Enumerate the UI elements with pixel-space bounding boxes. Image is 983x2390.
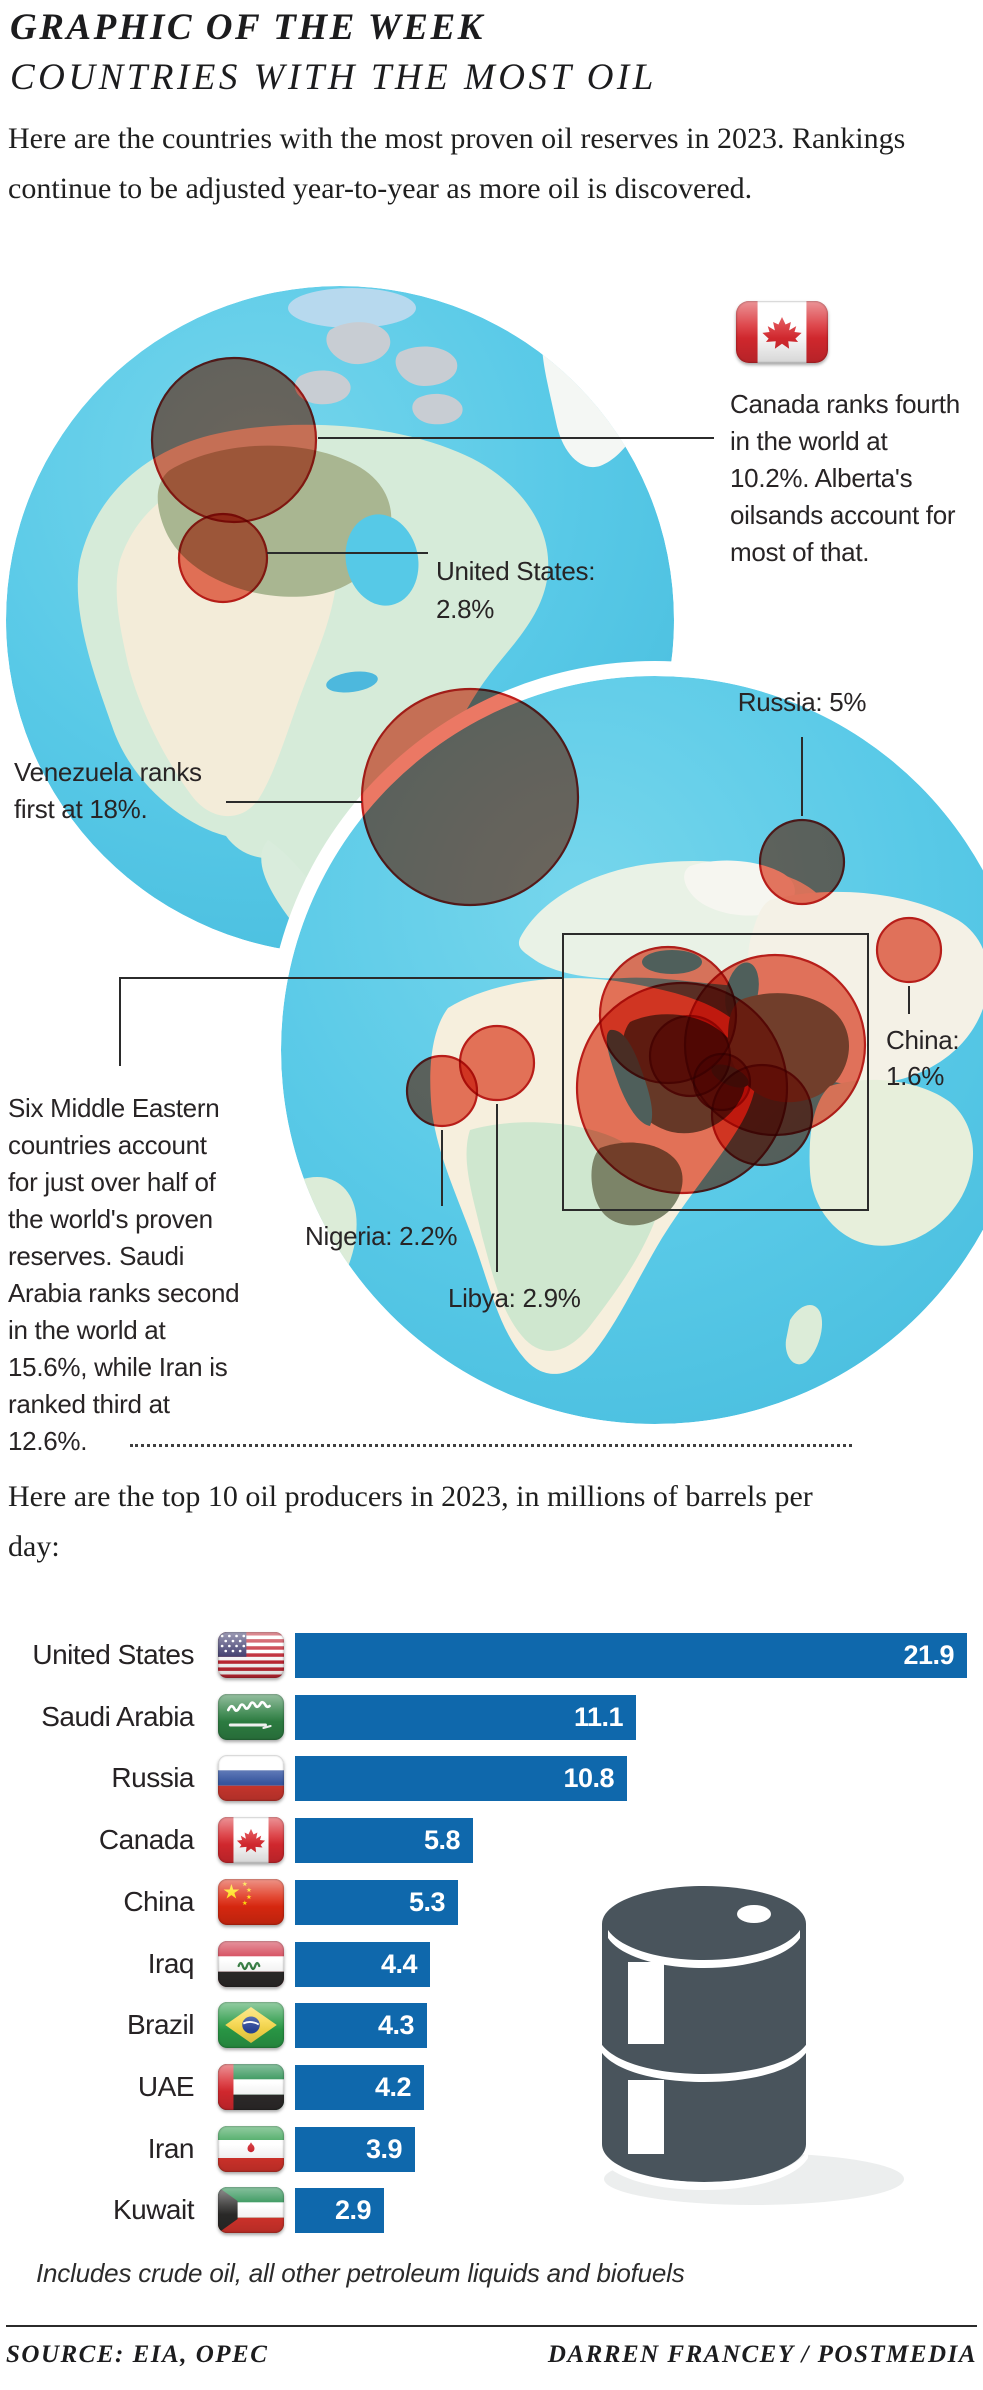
intro-paragraph: Here are the countries with the most pro… xyxy=(8,122,906,205)
middle-east-box xyxy=(562,933,869,1211)
china-flag-icon xyxy=(217,1879,284,1925)
producer-country-label: China xyxy=(123,1886,194,1917)
producer-value-label: 4.2 xyxy=(374,2071,412,2102)
producer-value-label: 11.1 xyxy=(573,1701,624,1732)
bubble-uae xyxy=(710,1063,814,1167)
kuwait-flag-icon xyxy=(217,2187,284,2233)
producer-bar: 5.3 xyxy=(295,1879,458,1925)
united-states-annotation: United States: 2.8% xyxy=(436,556,596,624)
venezuela-annotation: Venezuela ranks first at 18%. xyxy=(14,757,202,824)
middle-east-annotation: Six Middle Eastern countries account for… xyxy=(8,1093,240,1456)
producer-country-label: Canada xyxy=(98,1824,195,1855)
footer-rule xyxy=(6,2325,977,2327)
producer-country-label: Brazil xyxy=(126,2009,195,2040)
producer-value-label: 4.3 xyxy=(377,2009,415,2040)
bubble-china xyxy=(875,916,943,984)
producer-row: Russia 10.8 xyxy=(0,1753,983,1803)
bubble-united-states xyxy=(177,512,269,604)
canada-flag-icon xyxy=(736,301,828,363)
producer-country-label: Kuwait xyxy=(112,2194,195,2225)
canada-flag-icon xyxy=(217,1817,284,1863)
producer-country-label: Russia xyxy=(111,1762,194,1793)
producer-value-label: 3.9 xyxy=(365,2133,403,2164)
producer-country-label: United States xyxy=(32,1639,194,1670)
producer-value-label: 21.9 xyxy=(903,1639,954,1670)
bubble-canada xyxy=(150,356,318,524)
producer-country-label: UAE xyxy=(137,2071,195,2102)
producer-country-label: Iran xyxy=(147,2133,195,2164)
kicker: GRAPHIC OF THE WEEK xyxy=(10,7,485,48)
producer-bar: 11.1 xyxy=(295,1694,636,1740)
producer-bar: 5.8 xyxy=(295,1817,473,1863)
bubble-russia xyxy=(758,818,846,906)
bubble-venezuela xyxy=(360,687,580,907)
producer-bar: 4.3 xyxy=(295,2002,427,2048)
producer-bar: 2.9 xyxy=(295,2187,384,2233)
dotted-divider xyxy=(130,1444,852,1447)
iran-flag-icon xyxy=(217,2126,284,2172)
producer-row: Brazil 4.3 xyxy=(0,2000,983,2050)
reserve-bubbles xyxy=(150,356,943,1195)
producer-value-label: 4.4 xyxy=(380,1948,418,1979)
producer-row: UAE 4.2 xyxy=(0,2062,983,2112)
china-annotation: China: 1.6% xyxy=(886,1025,960,1091)
canada-annotation: Canada ranks fourth in the world at 10.2… xyxy=(730,389,960,567)
producer-bar: 3.9 xyxy=(295,2126,415,2172)
uae-flag-icon xyxy=(217,2064,284,2110)
producer-value-label: 2.9 xyxy=(334,2194,372,2225)
saudi-arabia-flag-icon xyxy=(217,1694,284,1740)
libya-annotation: Libya: 2.9% xyxy=(448,1283,581,1313)
producer-bar: 21.9 xyxy=(295,1632,967,1678)
producer-bar: 4.4 xyxy=(295,1941,430,1987)
producer-row: United States 21.9 xyxy=(0,1630,983,1680)
us-flag-icon xyxy=(217,1632,284,1678)
oil-barrel-icon xyxy=(600,1886,904,2205)
producer-country-label: Iraq xyxy=(147,1948,195,1979)
leader-lines xyxy=(119,437,910,1272)
russia-flag-icon xyxy=(217,1755,284,1801)
producer-row: Iran 3.9 xyxy=(0,2124,983,2174)
producer-bar: 10.8 xyxy=(295,1755,627,1801)
producer-value-label: 5.8 xyxy=(423,1824,461,1855)
producers-heading: Here are the top 10 oil producers in 202… xyxy=(8,1480,813,1563)
bubble-libya xyxy=(458,1024,536,1102)
producer-value-label: 10.8 xyxy=(563,1762,614,1793)
producer-row: China 5.3 xyxy=(0,1877,983,1927)
iraq-flag-icon xyxy=(217,1941,284,1987)
producer-row: Iraq 4.4 xyxy=(0,1939,983,1989)
brazil-flag-icon xyxy=(217,2002,284,2048)
producer-row: Canada 5.8 xyxy=(0,1815,983,1865)
producers-chart: United States 21.9 Saudi Arabia 11.1 Rus… xyxy=(0,1630,983,2250)
producer-country-label: Saudi Arabia xyxy=(41,1701,194,1732)
producer-row: Saudi Arabia 11.1 xyxy=(0,1692,983,1742)
reserves-globe-map xyxy=(6,286,983,1435)
author-credit: DARREN FRANCEY / POSTMEDIA xyxy=(547,2341,977,2368)
source-credit: SOURCE: EIA, OPEC xyxy=(6,2341,269,2368)
producer-bar: 4.2 xyxy=(295,2064,424,2110)
producer-row: Kuwait 2.9 xyxy=(0,2185,983,2235)
middle-east-bracket-line xyxy=(119,977,563,1066)
producer-value-label: 5.3 xyxy=(408,1886,446,1917)
page-title: COUNTRIES WITH THE MOST OIL xyxy=(10,57,657,98)
nigeria-annotation: Nigeria: 2.2% xyxy=(305,1221,458,1251)
russia-annotation: Russia: 5% xyxy=(737,687,867,717)
chart-footnote: Includes crude oil, all other petroleum … xyxy=(36,2258,685,2288)
